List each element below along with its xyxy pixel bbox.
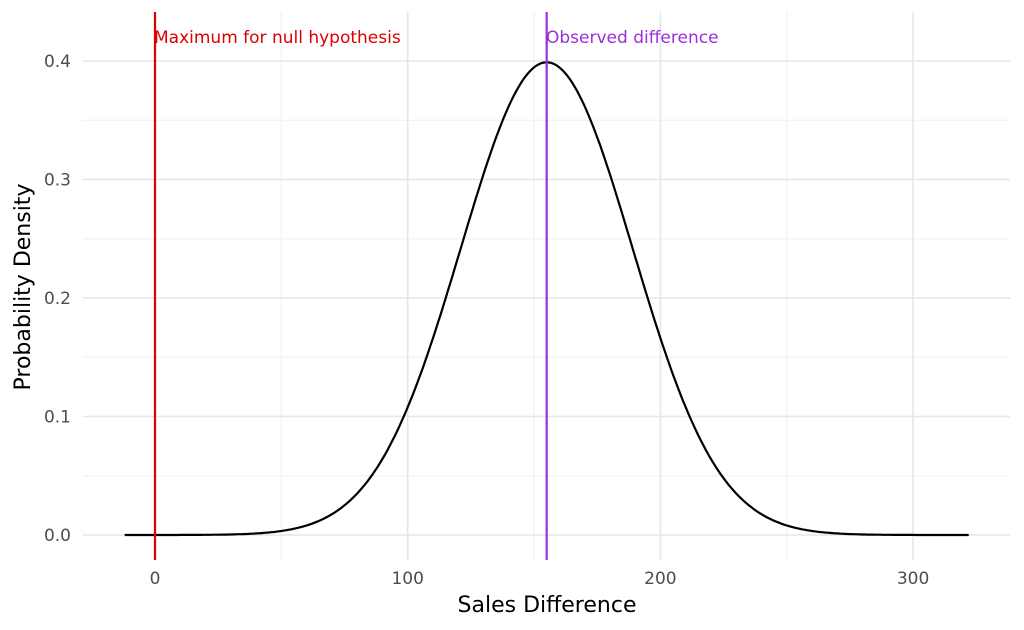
reference-lines bbox=[153, 12, 548, 560]
x-tick-label: 300 bbox=[897, 569, 929, 589]
y-axis-ticks: 0.0 0.1 0.2 0.3 0.4 bbox=[44, 52, 71, 546]
x-axis-title: Sales Difference bbox=[458, 593, 637, 618]
y-tick-label: 0.4 bbox=[44, 52, 71, 72]
y-axis-title: Probability Density bbox=[11, 184, 36, 391]
x-tick-label: 0 bbox=[150, 569, 161, 589]
y-tick-label: 0.1 bbox=[44, 408, 71, 428]
x-tick-label: 100 bbox=[391, 569, 423, 589]
null-hypothesis-label: Maximum for null hypothesis bbox=[154, 28, 401, 48]
y-tick-label: 0.3 bbox=[44, 171, 71, 191]
y-tick-label: 0.0 bbox=[44, 526, 71, 546]
observed-difference-label: Observed difference bbox=[546, 28, 719, 48]
x-axis-ticks: 0 100 200 300 bbox=[150, 569, 930, 589]
y-tick-label: 0.2 bbox=[44, 289, 71, 309]
x-tick-label: 200 bbox=[644, 569, 676, 589]
